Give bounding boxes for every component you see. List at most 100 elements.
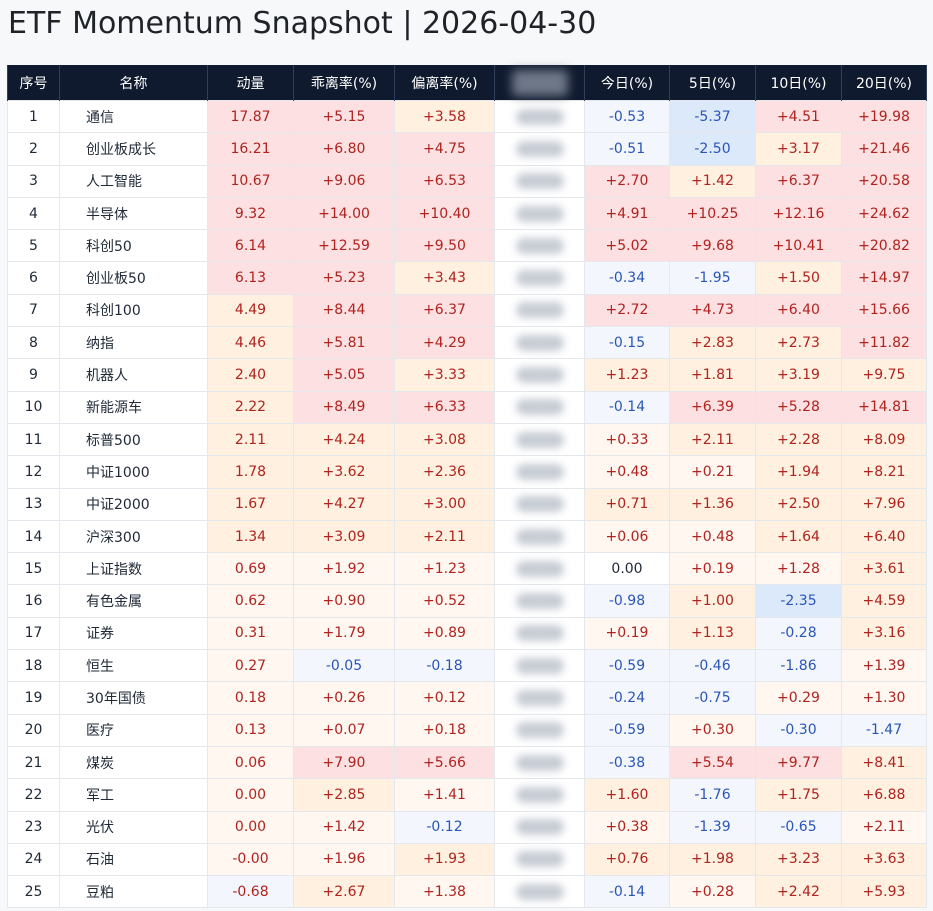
header-20d[interactable]: 20日(%)	[841, 65, 927, 101]
cell-today: -0.38	[584, 745, 670, 780]
table-row[interactable]: 11 标普500 2.11 +4.24 +3.08 +0.33 +2.11 +2.28 +8.0…	[7, 422, 927, 457]
header-index[interactable]: 序号	[7, 65, 60, 101]
cell-redacted	[494, 99, 585, 134]
header-today[interactable]: 今日(%)	[584, 65, 670, 101]
table-row[interactable]: 5 科创50 6.14 +12.59 +9.50 +5.02 +9.68 +10.41 +20.…	[7, 229, 927, 263]
cell-20d: +1.30	[841, 681, 927, 715]
cell-20d: +4.59	[841, 584, 927, 618]
cell-20d: +7.96	[841, 487, 927, 521]
redacted-blur	[515, 528, 564, 545]
cell-10d: +1.94	[755, 455, 842, 489]
header-momentum[interactable]: 动量	[207, 65, 294, 101]
cell-redacted	[494, 196, 585, 231]
cell-deviation: +6.37	[394, 293, 495, 328]
cell-redacted	[494, 132, 585, 166]
cell-bias: +3.09	[293, 519, 395, 554]
cell-today: +1.23	[584, 358, 670, 392]
table-row[interactable]: 24 石油 -0.00 +1.96 +1.93 +0.76 +1.98 +3.23 +3.63	[7, 842, 927, 877]
table-row[interactable]: 23 光伏 0.00 +1.42 -0.12 +0.38 -1.39 -0.65 +2.11	[7, 810, 927, 844]
cell-momentum: 0.69	[207, 552, 294, 586]
table-row[interactable]: 21 煤炭 0.06 +7.90 +5.66 -0.38 +5.54 +9.77 +8.41	[7, 745, 927, 780]
cell-index: 16	[7, 584, 60, 618]
cell-20d: +8.09	[841, 422, 927, 457]
cell-20d: +14.97	[841, 261, 927, 295]
table-row[interactable]: 10 新能源车 2.22 +8.49 +6.33 -0.14 +6.39 +5.28 +14.8…	[7, 390, 927, 424]
cell-today: +1.60	[584, 778, 670, 812]
cell-redacted	[494, 293, 585, 328]
table-row[interactable]: 1 通信 17.87 +5.15 +3.58 -0.53 -5.37 +4.51 +19.98	[7, 99, 927, 134]
cell-5d: +9.68	[669, 229, 756, 263]
header-deviation[interactable]: 偏离率(%)	[394, 65, 495, 101]
table-row[interactable]: 4 半导体 9.32 +14.00 +10.40 +4.91 +10.25 +12.16 +24…	[7, 196, 927, 231]
cell-deviation: +4.29	[394, 326, 495, 360]
cell-index: 23	[7, 810, 60, 844]
table-row[interactable]: 2 创业板成长 16.21 +6.80 +4.75 -0.51 -2.50 +3.17 +21.…	[7, 132, 927, 166]
redacted-blur	[515, 108, 564, 125]
cell-5d: +0.21	[669, 455, 756, 489]
table-row[interactable]: 22 军工 0.00 +2.85 +1.41 +1.60 -1.76 +1.75 +6.88	[7, 778, 927, 812]
table-row[interactable]: 8 纳指 4.46 +5.81 +4.29 -0.15 +2.83 +2.73 +11.82	[7, 326, 927, 360]
header-bias[interactable]: 乖离率(%)	[293, 65, 395, 101]
cell-bias: +2.67	[293, 875, 395, 909]
cell-20d: +19.98	[841, 99, 927, 134]
cell-today: -0.59	[584, 713, 670, 747]
cell-momentum: -0.00	[207, 842, 294, 877]
table-row[interactable]: 17 证券 0.31 +1.79 +0.89 +0.19 +1.13 -0.28 +3.16	[7, 616, 927, 651]
table-row[interactable]: 19 30年国债 0.18 +0.26 +0.12 -0.24 -0.75 +0.29 +1.3…	[7, 681, 927, 715]
cell-deviation: +1.38	[394, 875, 495, 909]
cell-name: 豆粕	[59, 875, 208, 909]
cell-10d: +0.29	[755, 681, 842, 715]
cell-20d: -1.47	[841, 713, 927, 747]
table-row[interactable]: 13 中证2000 1.67 +4.27 +3.00 +0.71 +1.36 +2.50 +7.…	[7, 487, 927, 521]
table-row[interactable]: 12 中证1000 1.78 +3.62 +2.36 +0.48 +0.21 +1.94 +8.…	[7, 455, 927, 489]
table-row[interactable]: 15 上证指数 0.69 +1.92 +1.23 0.00 +0.19 +1.28 +3.61	[7, 552, 927, 586]
table-row[interactable]: 14 沪深300 1.34 +3.09 +2.11 +0.06 +0.48 +1.64 +6.4…	[7, 519, 927, 554]
cell-name: 上证指数	[59, 552, 208, 586]
cell-deviation: +9.50	[394, 229, 495, 263]
cell-bias: +1.42	[293, 810, 395, 844]
cell-name: 医疗	[59, 713, 208, 747]
cell-20d: +3.16	[841, 616, 927, 651]
header-10d[interactable]: 10日(%)	[755, 65, 842, 101]
table-row[interactable]: 7 科创100 4.49 +8.44 +6.37 +2.72 +4.73 +6.40 +15.6…	[7, 293, 927, 328]
cell-20d: +24.62	[841, 196, 927, 231]
cell-index: 13	[7, 487, 60, 521]
cell-index: 3	[7, 164, 60, 198]
cell-deviation: -0.18	[394, 649, 495, 683]
redacted-blur	[515, 851, 564, 868]
table-row[interactable]: 25 豆粕 -0.68 +2.67 +1.38 -0.14 +0.28 +2.42 +5.93	[7, 875, 927, 909]
cell-index: 12	[7, 455, 60, 489]
cell-momentum: 17.87	[207, 99, 294, 134]
cell-today: +0.33	[584, 422, 670, 457]
table-row[interactable]: 18 恒生 0.27 -0.05 -0.18 -0.59 -0.46 -1.86 +1.39	[7, 649, 927, 683]
redacted-blur	[515, 463, 564, 480]
redacted-blur	[515, 205, 564, 222]
cell-10d: +6.37	[755, 164, 842, 198]
cell-20d: +8.41	[841, 745, 927, 780]
cell-name: 光伏	[59, 810, 208, 844]
table-row[interactable]: 9 机器人 2.40 +5.05 +3.33 +1.23 +1.81 +3.19 +9.75	[7, 358, 927, 392]
cell-bias: +5.15	[293, 99, 395, 134]
cell-10d: -0.65	[755, 810, 842, 844]
cell-5d: +1.36	[669, 487, 756, 521]
table-row[interactable]: 3 人工智能 10.67 +9.06 +6.53 +2.70 +1.42 +6.37 +20.5…	[7, 164, 927, 198]
cell-10d: +1.64	[755, 519, 842, 554]
redacted-blur	[515, 786, 564, 803]
table-row[interactable]: 6 创业板50 6.13 +5.23 +3.43 -0.34 -1.95 +1.50 +14.9…	[7, 261, 927, 295]
table-row[interactable]: 20 医疗 0.13 +0.07 +0.18 -0.59 +0.30 -0.30 -1.47	[7, 713, 927, 747]
cell-5d: -1.76	[669, 778, 756, 812]
cell-bias: +2.85	[293, 778, 395, 812]
header-5d[interactable]: 5日(%)	[669, 65, 756, 101]
cell-redacted	[494, 745, 585, 780]
cell-5d: -2.50	[669, 132, 756, 166]
cell-redacted	[494, 875, 585, 909]
cell-redacted	[494, 326, 585, 360]
cell-bias: +0.07	[293, 713, 395, 747]
cell-name: 新能源车	[59, 390, 208, 424]
cell-bias: +5.23	[293, 261, 395, 295]
table-row[interactable]: 16 有色金属 0.62 +0.90 +0.52 -0.98 +1.00 -2.35 +4.59	[7, 584, 927, 618]
cell-name: 30年国债	[59, 681, 208, 715]
header-name[interactable]: 名称	[59, 65, 208, 101]
cell-index: 19	[7, 681, 60, 715]
cell-20d: +3.61	[841, 552, 927, 586]
